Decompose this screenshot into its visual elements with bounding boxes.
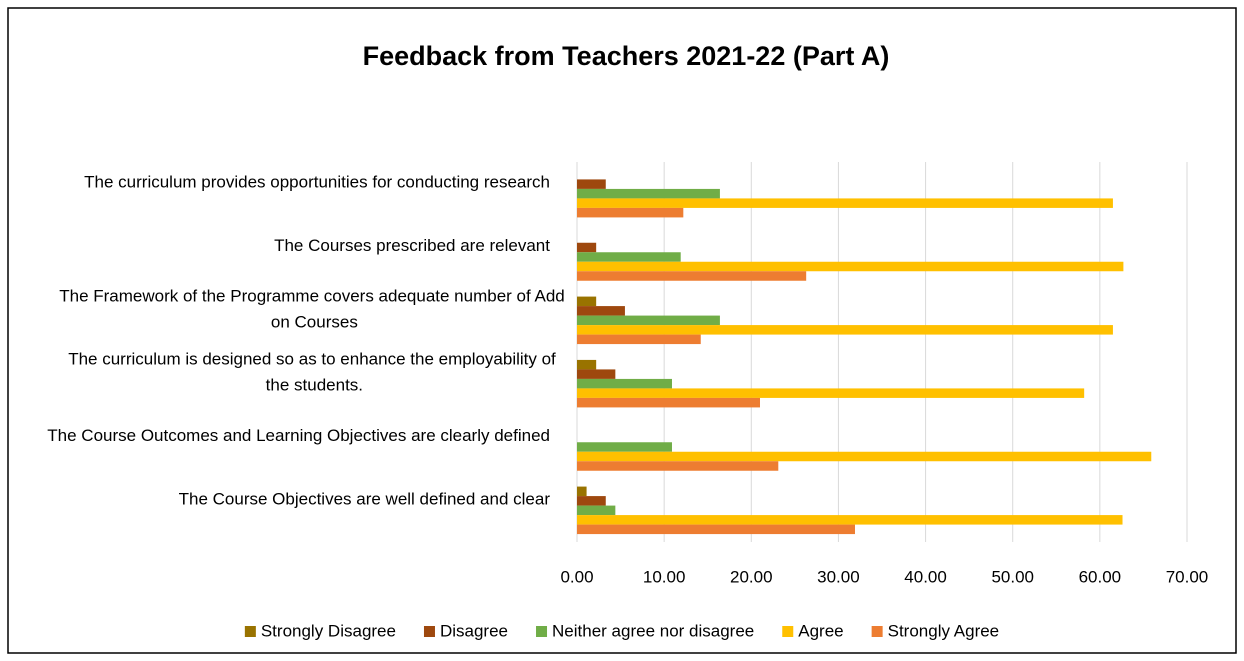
bar <box>577 486 587 497</box>
x-tick-label: 30.00 <box>817 567 860 586</box>
legend-swatch <box>423 626 435 637</box>
bar <box>577 505 616 516</box>
bar <box>577 271 807 281</box>
chart-title: Feedback from Teachers 2021-22 (Part A) <box>363 41 890 71</box>
bar <box>577 515 1123 525</box>
y-tick-label: The Framework of the Programme covers ad… <box>59 287 565 332</box>
legend-swatch <box>244 626 256 637</box>
bar <box>577 261 1124 272</box>
bar <box>577 188 720 199</box>
y-tick-label: The curriculum provides opportunities fo… <box>84 173 550 192</box>
legend-label: Disagree <box>440 621 508 640</box>
bar <box>577 496 606 506</box>
bar <box>577 388 1085 398</box>
bar <box>577 359 597 370</box>
legend-swatch <box>871 626 883 637</box>
bar <box>577 334 701 345</box>
bar <box>577 315 720 326</box>
bar <box>577 461 779 471</box>
y-tick-label: The Course Outcomes and Learning Objecti… <box>47 426 550 445</box>
bar <box>577 524 855 535</box>
bar <box>577 207 684 218</box>
x-tick-label: 50.00 <box>991 567 1034 586</box>
legend-label: Agree <box>798 621 843 640</box>
bar <box>577 325 1113 335</box>
x-tick-label: 0.00 <box>560 567 593 586</box>
bar <box>577 198 1113 208</box>
bar <box>577 306 625 316</box>
y-tick-label: The Course Objectives are well defined a… <box>179 490 551 509</box>
bar <box>577 451 1152 462</box>
bar <box>577 179 606 189</box>
y-tick-label: The curriculum is designed so as to enha… <box>68 350 556 395</box>
bar <box>577 378 672 389</box>
x-tick-label: 60.00 <box>1079 567 1122 586</box>
y-tick-label: The Courses prescribed are relevant <box>274 236 550 255</box>
x-tick-label: 20.00 <box>730 567 773 586</box>
legend-swatch <box>536 626 548 637</box>
x-tick-label: 10.00 <box>643 567 686 586</box>
legend-label: Neither agree nor disagree <box>552 621 754 640</box>
bar <box>577 397 760 408</box>
bar <box>577 252 681 262</box>
bar <box>577 296 597 307</box>
legend-label: Strongly Agree <box>888 621 1000 640</box>
x-tick-label: 40.00 <box>904 567 947 586</box>
x-tick-label: 70.00 <box>1166 567 1209 586</box>
legend-label: Strongly Disagree <box>261 621 396 640</box>
bar <box>577 442 672 452</box>
bar <box>577 369 616 379</box>
bar <box>577 242 597 253</box>
legend-swatch <box>782 626 794 637</box>
